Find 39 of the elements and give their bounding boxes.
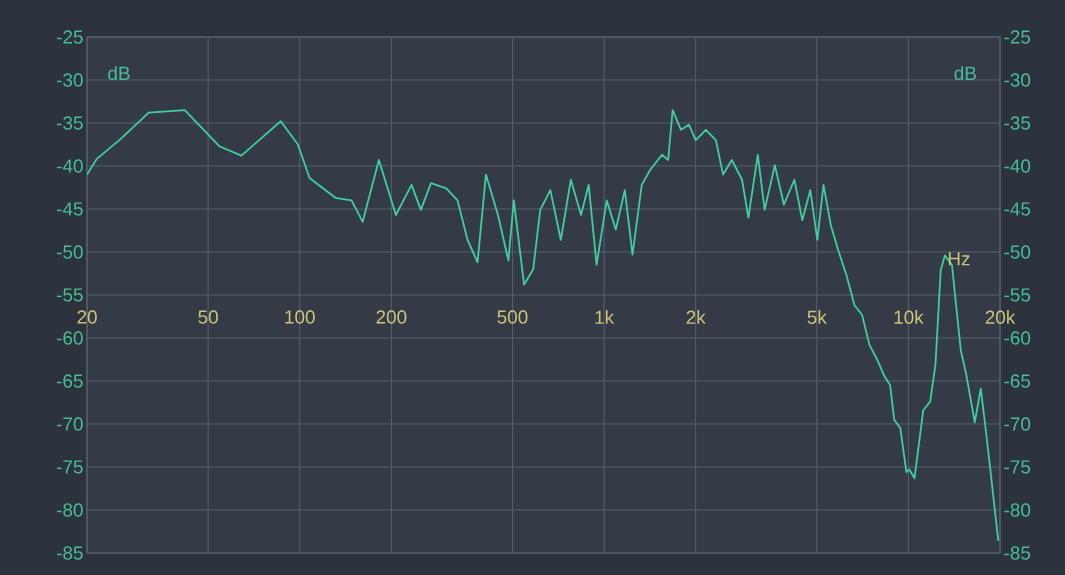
y2-tick-label: -55 bbox=[1004, 288, 1031, 302]
x-tick-label: 100 bbox=[285, 310, 315, 324]
y-tick-label: -85 bbox=[56, 546, 83, 560]
y2-tick-label: -25 bbox=[1004, 30, 1031, 44]
y-tick-label: -35 bbox=[56, 116, 83, 130]
y-tick-label: -70 bbox=[56, 417, 83, 431]
y-tick-label: -30 bbox=[56, 73, 83, 87]
x-tick-label: 20 bbox=[77, 310, 97, 324]
y-tick-label: -60 bbox=[56, 331, 83, 345]
y2-tick-label: -65 bbox=[1004, 374, 1031, 388]
y-tick-label: -45 bbox=[56, 202, 83, 216]
x-tick-label: 20k bbox=[985, 310, 1016, 324]
y2-axis-title: dB bbox=[954, 66, 976, 81]
y2-tick-label: -85 bbox=[1004, 546, 1031, 560]
y-tick-label: -75 bbox=[56, 460, 83, 474]
y-axis-title: dB bbox=[108, 66, 130, 81]
y-tick-label: -65 bbox=[56, 374, 83, 388]
y2-tick-label: -70 bbox=[1004, 417, 1031, 431]
x-axis-title: Hz bbox=[948, 252, 970, 266]
x-tick-label: 200 bbox=[376, 310, 407, 324]
x-tick-label: 10k bbox=[894, 310, 924, 324]
y2-tick-label: -30 bbox=[1004, 73, 1031, 87]
y-tick-label: -25 bbox=[56, 30, 83, 44]
y2-tick-label: -40 bbox=[1004, 159, 1031, 173]
x-tick-label: 5k bbox=[807, 310, 827, 324]
x-tick-label: 500 bbox=[497, 310, 528, 324]
y2-tick-label: -50 bbox=[1004, 245, 1031, 259]
x-tick-label: 2k bbox=[686, 310, 706, 324]
y2-tick-label: -35 bbox=[1004, 116, 1031, 130]
y-tick-label: -80 bbox=[56, 503, 83, 517]
x-tick-label: 1k bbox=[595, 310, 615, 324]
y-tick-label: -55 bbox=[56, 288, 83, 302]
y2-tick-label: -75 bbox=[1004, 460, 1031, 474]
y-tick-label: -40 bbox=[56, 159, 83, 173]
y2-tick-label: -45 bbox=[1004, 202, 1031, 216]
y2-tick-label: -80 bbox=[1004, 503, 1031, 517]
x-tick-label: 50 bbox=[198, 310, 218, 324]
y2-tick-label: -60 bbox=[1004, 331, 1031, 345]
y-tick-label: -50 bbox=[56, 245, 83, 259]
